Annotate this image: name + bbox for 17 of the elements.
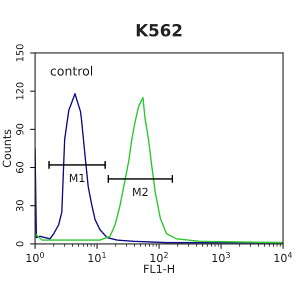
y-tick-label: 150 xyxy=(16,44,24,62)
x-axis-title: FL1-H xyxy=(144,264,174,273)
annotation: M2 xyxy=(133,188,148,196)
y-tick-label: 90 xyxy=(16,124,24,135)
y-axis-title: Counts xyxy=(2,130,12,168)
y-tick-label: 0 xyxy=(16,241,24,246)
x-tick-label: 10$^{4}$ xyxy=(274,252,292,262)
y-tick-label: 60 xyxy=(16,162,24,174)
x-tick-label: 10$^{0}$ xyxy=(26,252,44,262)
y-tick-label: 30 xyxy=(16,200,24,212)
x-tick-label: 10$^{3}$ xyxy=(212,252,230,262)
chart-title: K562 xyxy=(136,24,182,37)
annotation: M1 xyxy=(70,174,84,182)
x-tick-label: 10$^{2}$ xyxy=(150,252,168,262)
x-tick-label: 10$^{1}$ xyxy=(88,252,106,262)
annotation: control xyxy=(50,66,92,76)
y-tick-label: 120 xyxy=(16,82,24,100)
